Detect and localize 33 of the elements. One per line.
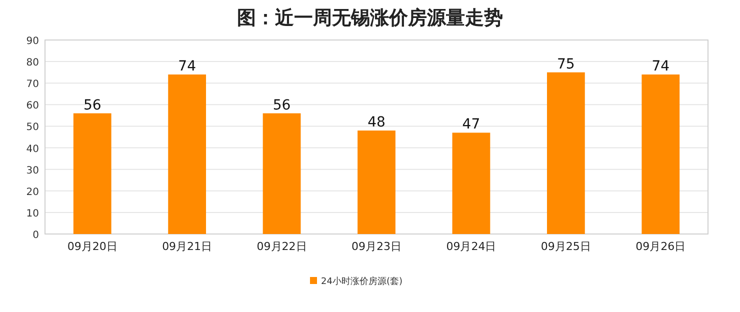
y-tick-label: 30 bbox=[26, 165, 39, 176]
y-tick-label: 80 bbox=[26, 58, 39, 69]
bar bbox=[358, 130, 396, 234]
bar bbox=[168, 74, 206, 234]
x-tick-label: 09月24日 bbox=[446, 240, 496, 253]
y-tick-label: 50 bbox=[26, 122, 39, 134]
bar bbox=[452, 132, 490, 234]
y-tick-label: 90 bbox=[26, 36, 39, 47]
bar bbox=[546, 72, 585, 234]
data-label: 74 bbox=[652, 58, 670, 74]
y-tick-label: 10 bbox=[26, 208, 39, 220]
data-label: 47 bbox=[462, 116, 480, 133]
chart-title: 图：近一周无锡涨价房源量走势 bbox=[237, 7, 503, 29]
data-label: 56 bbox=[83, 97, 102, 114]
bar bbox=[642, 74, 680, 234]
x-tick-label: 09月26日 bbox=[636, 240, 686, 253]
x-tick-label: 09月21日 bbox=[162, 240, 212, 253]
bar bbox=[73, 113, 112, 234]
legend-label: 24小时涨价房源(套) bbox=[321, 276, 402, 287]
y-tick-label: 60 bbox=[26, 100, 39, 112]
y-tick-label: 40 bbox=[26, 144, 39, 155]
data-label: 75 bbox=[557, 56, 575, 72]
x-tick-label: 09月23日 bbox=[352, 240, 402, 253]
data-label: 48 bbox=[368, 114, 386, 131]
x-tick-label: 09月20日 bbox=[67, 240, 118, 253]
data-label: 74 bbox=[178, 58, 196, 74]
y-tick-label: 20 bbox=[26, 186, 39, 198]
x-tick-label: 09月25日 bbox=[540, 240, 591, 253]
data-label: 56 bbox=[272, 97, 291, 114]
y-tick-label: 70 bbox=[26, 79, 39, 90]
x-tick-label: 09月22日 bbox=[256, 240, 307, 253]
bar bbox=[262, 113, 301, 234]
y-tick-label: 0 bbox=[32, 230, 39, 241]
